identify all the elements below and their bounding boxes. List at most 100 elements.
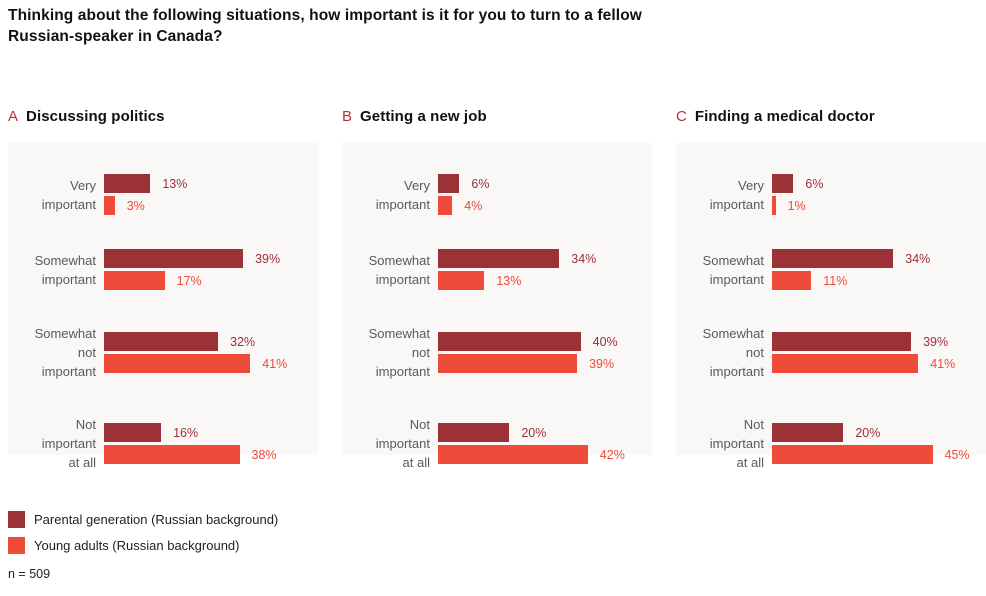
category-label-line: important: [709, 196, 764, 212]
value-label: 11%: [823, 273, 848, 288]
bar-line: 13%: [104, 174, 318, 193]
bar-pair: 34% 11%: [772, 249, 986, 290]
bar-pair: 20% 42%: [438, 423, 652, 464]
category-label-line: not: [411, 345, 430, 360]
bar-line: 42%: [438, 445, 652, 464]
bar-pair: 20% 45%: [772, 423, 986, 464]
value-label: 39%: [923, 334, 949, 349]
category-label-line: Somewhat: [368, 252, 430, 268]
bar-young: [104, 354, 251, 373]
category-label: Not important at all: [8, 415, 96, 472]
bar-young: [104, 445, 240, 464]
bar-group: Very important 6% 1%: [676, 174, 986, 215]
bar-parental: [438, 332, 581, 351]
page-title: Thinking about the following situations,…: [8, 5, 642, 47]
bar-line: 34%: [438, 249, 652, 268]
category-label: Very important: [342, 176, 430, 214]
bar-group: Not important at all 20% 45%: [676, 415, 986, 472]
bar-line: 34%: [772, 249, 986, 268]
category-label-line: not: [77, 345, 96, 360]
category-label: Very important: [676, 176, 764, 214]
value-label: 41%: [262, 356, 288, 371]
bar-parental: [104, 332, 219, 351]
value-label: 13%: [162, 176, 188, 191]
panel-heading: B Getting a new job: [342, 108, 652, 143]
bar-group: Not important at all 20% 42%: [342, 415, 652, 472]
bar-line: 41%: [104, 354, 318, 373]
panel-heading: C Finding a medical doctor: [676, 108, 986, 143]
category-label-line: Somewhat: [34, 326, 96, 341]
panel-letter: C: [676, 108, 687, 125]
bar-young: [438, 445, 588, 464]
page-title-line-1: Thinking about the following situations,…: [8, 7, 642, 24]
bar-parental: [104, 423, 162, 442]
value-label: 6%: [471, 176, 490, 191]
chart-area: Very important 13% 3% Somewhat important 39% 17…: [8, 143, 318, 470]
category-label-line: important: [41, 271, 96, 287]
value-label: 16%: [173, 425, 199, 440]
category-label-line: Not: [743, 417, 764, 432]
bar-young: [438, 271, 485, 290]
panel-a: A Discussing politics Very important 13% 3% So…: [8, 108, 318, 470]
bar-line: 45%: [772, 445, 986, 464]
value-label: 4%: [464, 198, 483, 213]
category-label-line: Very: [737, 177, 764, 193]
bar-pair: 39% 17%: [104, 249, 318, 290]
chart-area: Very important 6% 4% Somewhat important 34% 13%…: [342, 143, 652, 470]
value-label: 6%: [805, 176, 824, 191]
bar-group: Somewhat not important 39% 41%: [676, 324, 986, 381]
category-label-line: Somewhat: [702, 326, 764, 341]
panel-title: Getting a new job: [360, 108, 487, 125]
bar-group: Somewhat not important 40% 39%: [342, 324, 652, 381]
panel-letter: A: [8, 108, 19, 125]
legend-swatch-parental: [8, 511, 25, 528]
bar-parental: [104, 174, 151, 193]
bar-young: [772, 196, 776, 215]
value-label: 20%: [855, 425, 881, 440]
category-label: Somewhat not important: [342, 324, 430, 381]
bar-young: [104, 196, 115, 215]
value-label: 40%: [592, 334, 618, 349]
category-label-line: Very: [403, 177, 430, 193]
value-label: 45%: [944, 447, 970, 462]
category-label-line: important: [375, 436, 430, 451]
category-label-line: not: [745, 345, 764, 360]
bar-line: 6%: [772, 174, 986, 193]
bar-line: 39%: [104, 249, 318, 268]
page-title-line-2: Russian-speaker in Canada?: [8, 28, 223, 45]
category-label: Not important at all: [676, 415, 764, 472]
category-label: Somewhat important: [676, 251, 764, 289]
bar-line: 39%: [438, 354, 652, 373]
category-label-line: Somewhat: [702, 252, 764, 268]
bar-line: 32%: [104, 332, 318, 351]
value-label: 1%: [787, 198, 806, 213]
panels-row: A Discussing politics Very important 13% 3% So…: [8, 108, 986, 470]
bar-pair: 6% 1%: [772, 174, 986, 215]
bar-pair: 13% 3%: [104, 174, 318, 215]
legend: Parental generation (Russian background)…: [8, 511, 278, 563]
value-label: 17%: [176, 273, 202, 288]
bar-parental: [104, 249, 244, 268]
bar-young: [438, 354, 578, 373]
category-label-line: important: [709, 364, 764, 379]
panel-heading: A Discussing politics: [8, 108, 318, 143]
category-label-line: important: [41, 196, 96, 212]
legend-swatch-young: [8, 537, 25, 554]
panel-title: Discussing politics: [26, 108, 165, 125]
panel-title: Finding a medical doctor: [694, 108, 875, 125]
panel-letter: B: [342, 108, 353, 125]
category-label-line: Somewhat: [34, 252, 96, 268]
bar-pair: 32% 41%: [104, 332, 318, 373]
bar-pair: 16% 38%: [104, 423, 318, 464]
category-label: Very important: [8, 176, 96, 214]
bar-line: 4%: [438, 196, 652, 215]
bar-pair: 34% 13%: [438, 249, 652, 290]
value-label: 3%: [126, 198, 145, 213]
value-label: 20%: [521, 425, 547, 440]
bar-pair: 39% 41%: [772, 332, 986, 373]
bar-line: 20%: [772, 423, 986, 442]
value-label: 34%: [905, 251, 931, 266]
legend-label: Parental generation (Russian background): [34, 512, 279, 527]
category-label-line: important: [709, 436, 764, 451]
category-label: Somewhat not important: [676, 324, 764, 381]
